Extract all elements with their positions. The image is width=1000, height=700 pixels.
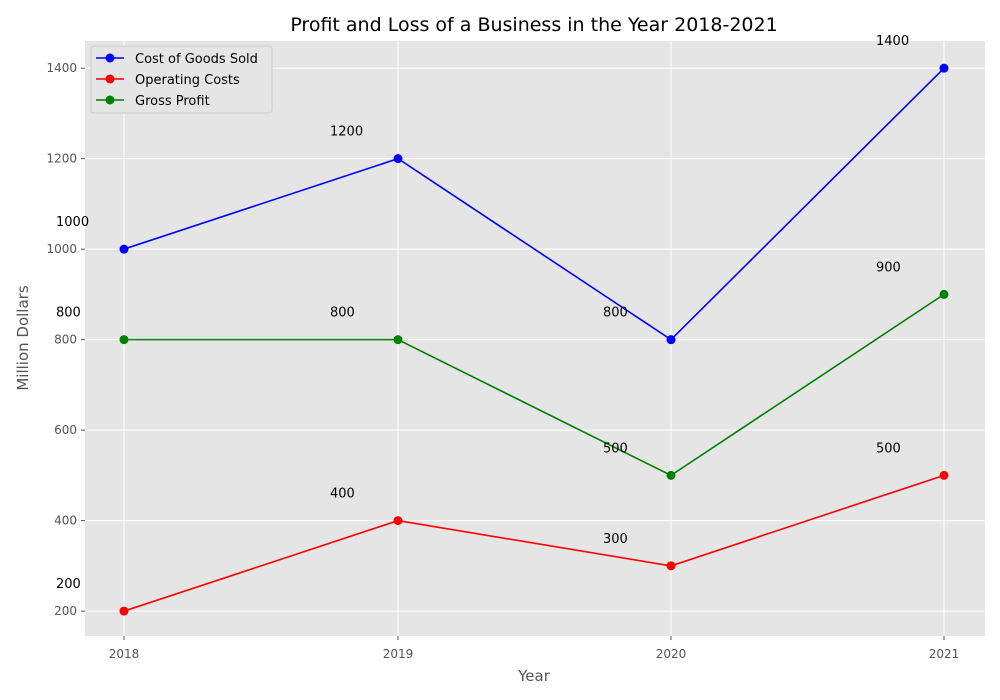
- data-point-cost-of-goods-sold: [666, 335, 676, 345]
- y-ticks: 200 400 600 800 1000 1200 1400: [46, 61, 85, 618]
- legend: Cost of Goods Sold Operating Costs Gross P…: [90, 45, 273, 114]
- data-label-operating-costs: 400: [330, 487, 355, 502]
- legend-entry-operating-costs: Operating Costs: [135, 73, 240, 88]
- y-tick-label: 1400: [46, 61, 77, 75]
- data-labels: 1000 1200 800 1400 200 400 300 500 800 800 500 900: [56, 34, 909, 592]
- data-point-operating-costs: [119, 606, 129, 616]
- y-axis-label: Million Dollars: [14, 285, 32, 390]
- data-label-gross-profit: 500: [603, 441, 628, 456]
- y-tick-label: 200: [54, 604, 77, 618]
- data-point-operating-costs: [393, 516, 403, 526]
- y-tick-label: 800: [54, 333, 77, 347]
- data-label-cost-of-goods-sold: 800: [603, 306, 628, 321]
- series-layer: [119, 63, 949, 616]
- legend-marker-operating-costs: [105, 74, 115, 84]
- data-point-gross-profit: [939, 289, 949, 299]
- x-tick-label: 2018: [109, 647, 140, 661]
- y-tick-label: 600: [54, 423, 77, 437]
- x-tick-label: 2019: [383, 647, 414, 661]
- legend-entry-gross-profit: Gross Profit: [135, 94, 210, 109]
- legend-marker-gross-profit: [105, 95, 115, 105]
- x-ticks: 2018 2019 2020 2021: [109, 636, 960, 661]
- data-label-gross-profit: 800: [330, 306, 355, 321]
- data-label-cost-of-goods-sold: 1400: [876, 34, 909, 49]
- data-label-gross-profit: 800: [56, 306, 81, 321]
- data-point-gross-profit: [666, 470, 676, 480]
- series-line-operating-costs: [123, 474, 945, 612]
- legend-marker-cost-of-goods-sold: [105, 53, 115, 63]
- series-line-gross-profit: [124, 293, 945, 477]
- data-point-gross-profit: [119, 335, 129, 345]
- data-label-cost-of-goods-sold: 1200: [330, 125, 363, 140]
- data-label-operating-costs: 500: [876, 441, 901, 456]
- x-tick-label: 2021: [929, 647, 960, 661]
- data-label-operating-costs: 300: [603, 532, 628, 547]
- data-label-cost-of-goods-sold: 1000: [56, 215, 89, 230]
- data-point-cost-of-goods-sold: [939, 63, 949, 73]
- y-tick-label: 1200: [46, 152, 77, 166]
- data-point-cost-of-goods-sold: [393, 154, 403, 164]
- data-label-operating-costs: 200: [56, 577, 81, 592]
- data-point-operating-costs: [939, 470, 949, 480]
- y-tick-label: 1000: [46, 242, 77, 256]
- y-tick-label: 400: [54, 514, 77, 528]
- series-line-cost-of-goods-sold: [123, 67, 945, 341]
- data-point-cost-of-goods-sold: [119, 244, 129, 254]
- data-point-gross-profit: [393, 335, 403, 345]
- legend-entry-cost-of-goods-sold: Cost of Goods Sold: [135, 52, 258, 67]
- legend-box: [90, 45, 273, 114]
- x-tick-label: 2020: [656, 647, 687, 661]
- chart-title: Profit and Loss of a Business in the Yea…: [290, 14, 777, 36]
- plot-area: [85, 41, 985, 636]
- x-axis-label: Year: [517, 667, 551, 685]
- data-point-operating-costs: [666, 561, 676, 571]
- data-label-gross-profit: 900: [876, 260, 901, 275]
